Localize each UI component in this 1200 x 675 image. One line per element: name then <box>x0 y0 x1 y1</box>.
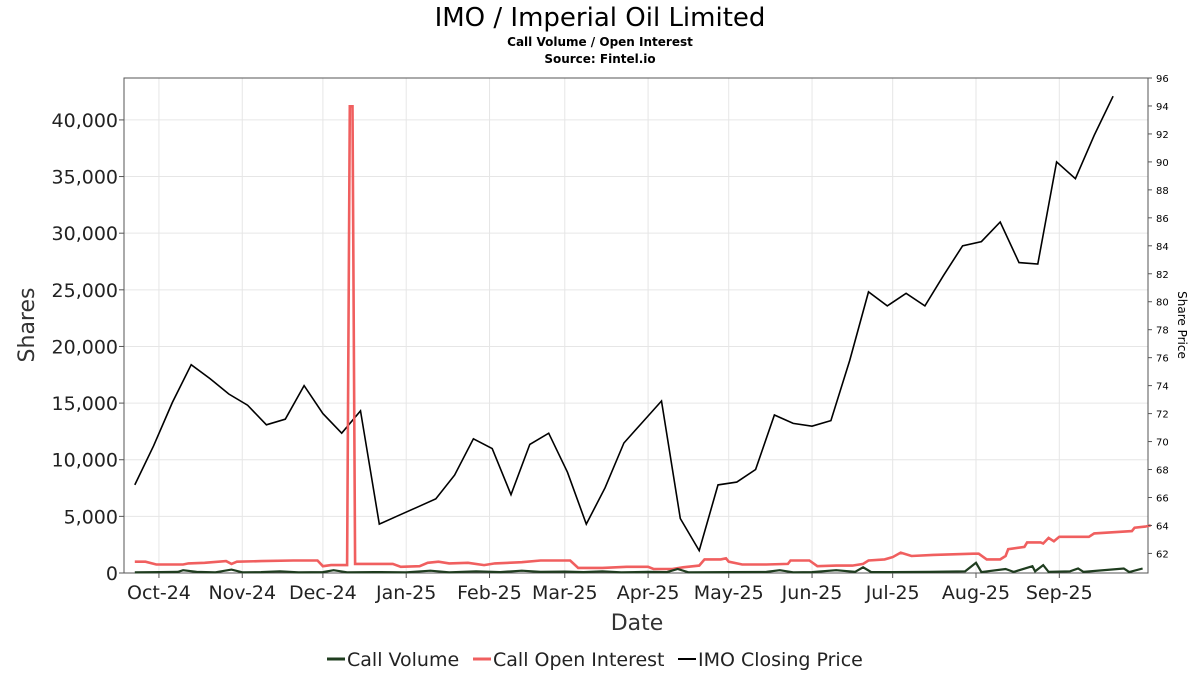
y-right-tick-label: 72 <box>1156 410 1169 421</box>
y-right-tick-label: 68 <box>1156 466 1169 477</box>
y-right-tick-label: 96 <box>1156 74 1169 85</box>
y-right-tick-label: 64 <box>1156 521 1169 532</box>
x-axis-label: Date <box>611 611 664 636</box>
series-line-call-open-interest <box>134 105 1151 571</box>
y-tick-label: 30,000 <box>52 223 118 245</box>
plot-frame <box>123 77 1149 574</box>
x-tick-label: Apr-25 <box>617 582 680 604</box>
legend-label-call-volume: Call Volume <box>347 649 459 671</box>
y-axis-right: 62 64 66 68 70 72 74 76 78 80 82 84 86 88 90 92 94 96 <box>1148 74 1169 560</box>
x-tick-label: Jun-25 <box>781 582 843 604</box>
y-right-tick-label: 82 <box>1156 270 1169 281</box>
chart-source: Source: Fintel.io <box>544 52 655 66</box>
y-axis-label: Shares <box>15 288 40 363</box>
legend-label-imo-closing-price: IMO Closing Price <box>698 649 863 671</box>
x-tick-label: Sep-25 <box>1026 582 1093 604</box>
chart-title: IMO / Imperial Oil Limited <box>435 3 766 33</box>
grid <box>124 78 1148 574</box>
y-tick-label: 35,000 <box>52 167 118 189</box>
y-right-tick-label: 90 <box>1156 158 1169 169</box>
y-right-tick-label: 78 <box>1156 326 1169 337</box>
y-tick-label: 15,000 <box>52 393 118 415</box>
y-tick-label: 25,000 <box>52 280 118 302</box>
y-tick-label: 5,000 <box>64 506 118 528</box>
x-axis: Oct-24 Nov-24 Dec-24 Jan-25 Feb-25 Mar-25 Apr-… <box>127 573 1093 604</box>
y-right-tick-label: 76 <box>1156 354 1169 365</box>
x-tick-label: May-25 <box>694 582 764 604</box>
y-right-tick-label: 74 <box>1156 382 1169 393</box>
y-right-tick-label: 92 <box>1156 130 1169 141</box>
y-tick-label: 0 <box>106 563 118 585</box>
x-tick-label: Mar-25 <box>532 582 598 604</box>
y-right-tick-label: 84 <box>1156 242 1169 253</box>
x-tick-label: Feb-25 <box>457 582 522 604</box>
series-line-call-volume <box>134 561 1143 574</box>
chart-subtitle: Call Volume / Open Interest <box>507 35 693 49</box>
legend-label-call-open-interest: Call Open Interest <box>493 649 665 671</box>
x-tick-label: Dec-24 <box>289 582 357 604</box>
y-right-tick-label: 62 <box>1156 549 1169 560</box>
x-tick-label: Oct-24 <box>127 582 191 604</box>
y-tick-label: 10,000 <box>52 450 118 472</box>
y-tick-label: 20,000 <box>52 336 118 358</box>
y-right-tick-label: 66 <box>1156 493 1169 504</box>
x-tick-label: Jul-25 <box>865 582 920 604</box>
x-tick-label: Jan-25 <box>375 582 436 604</box>
y-right-tick-label: 88 <box>1156 186 1169 197</box>
series-line-imo-closing-price <box>134 95 1114 553</box>
y-tick-label: 40,000 <box>52 110 118 132</box>
y-right-tick-label: 70 <box>1156 438 1169 449</box>
y-right-tick-label: 80 <box>1156 298 1169 309</box>
y-axis-left: 0 5,000 10,000 15,000 20,000 25,000 30,000 35,0… <box>52 110 124 585</box>
x-tick-label: Nov-24 <box>208 582 276 604</box>
y-right-tick-label: 86 <box>1156 214 1169 225</box>
x-tick-label: Aug-25 <box>942 582 1010 604</box>
y-right-tick-label: 94 <box>1156 102 1169 113</box>
y-axis-right-label: Share Price <box>1175 291 1189 359</box>
series-layer <box>134 95 1151 574</box>
legend: Call Volume Call Open Interest IMO Closi… <box>327 649 863 671</box>
